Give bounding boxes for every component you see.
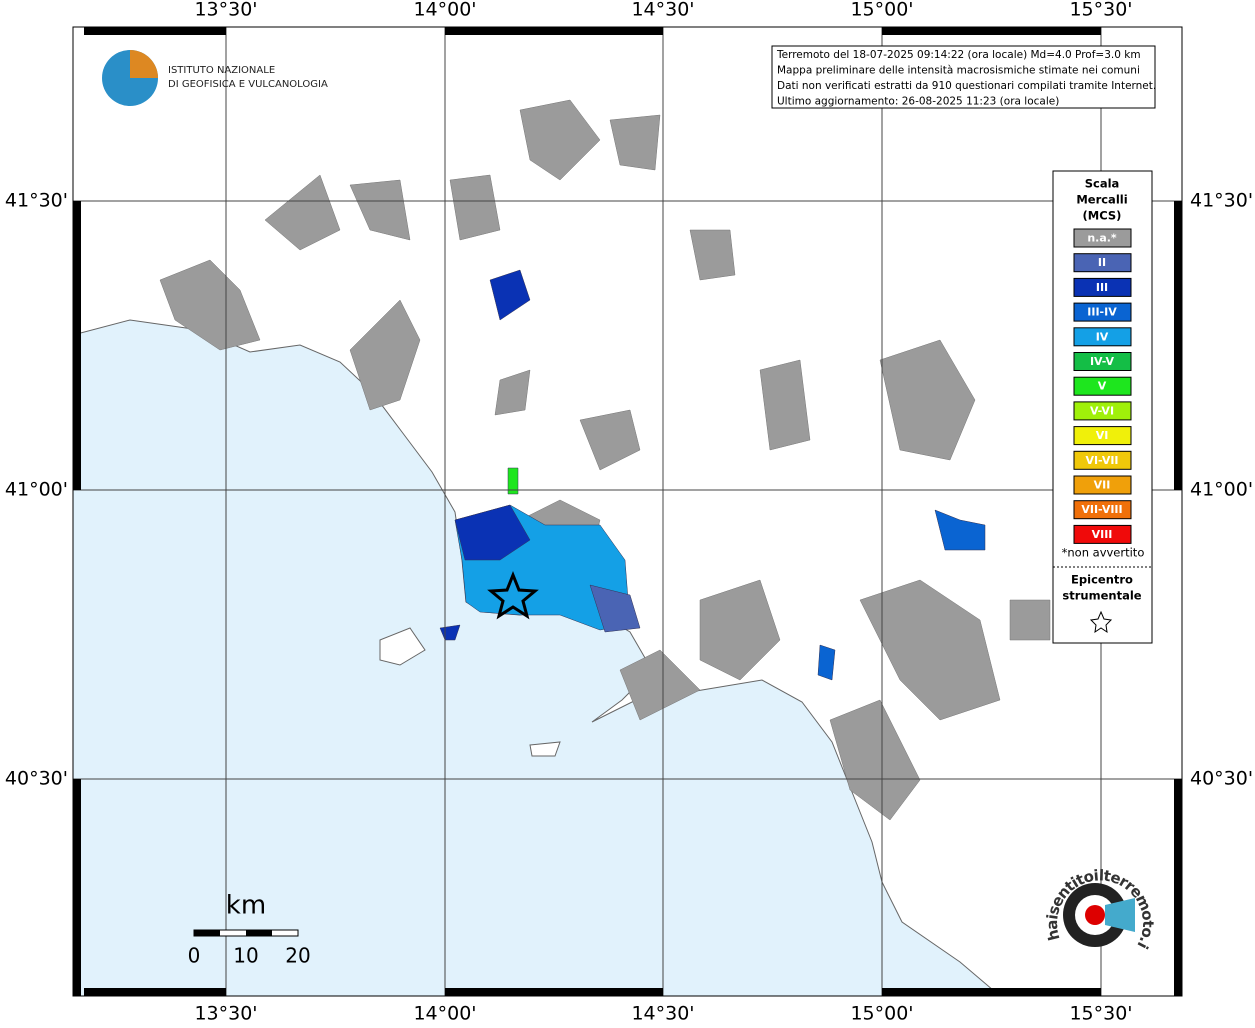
legend-swatch xyxy=(1073,277,1132,297)
ingv-logo-slice xyxy=(130,50,158,78)
lon-label: 14°00' xyxy=(413,0,476,21)
scale-tick: 0 xyxy=(188,944,201,968)
legend-note: *non avvertito xyxy=(1062,546,1145,560)
lat-label: 40°30' xyxy=(5,768,68,790)
legend-star xyxy=(1089,610,1113,634)
not-assigned-areas xyxy=(159,99,1051,821)
legend-title: (MCS) xyxy=(1083,209,1122,223)
lat-label: 41°30' xyxy=(5,190,68,212)
legend-swatch xyxy=(1073,253,1132,273)
legend-title: Scala xyxy=(1085,177,1120,191)
lon-label: 13°30' xyxy=(194,0,257,21)
legend-swatch xyxy=(1073,352,1132,371)
legend-swatch xyxy=(1073,376,1132,396)
legend-label: VI-VII xyxy=(1085,454,1118,467)
info-line: Ultimo aggiornamento: 26-08-2025 11:23 (… xyxy=(777,96,1059,108)
legend-swatch xyxy=(1073,302,1132,322)
info-line: Dati non verificati estratti da 910 ques… xyxy=(777,80,1156,92)
legend-swatch xyxy=(1073,475,1132,495)
legend-swatch xyxy=(1073,426,1132,446)
lat-label: 41°00' xyxy=(1190,479,1253,501)
frame-ticks xyxy=(73,27,1182,996)
epicenter xyxy=(487,570,539,620)
legend-label: III xyxy=(1096,281,1108,294)
scale-tick: 10 xyxy=(233,944,258,968)
info-line: Terremoto del 18-07-2025 09:14:22 (ora l… xyxy=(776,49,1141,61)
legend-label: V xyxy=(1098,380,1107,393)
legend-label: IV xyxy=(1096,330,1109,343)
lat-label: 41°00' xyxy=(5,479,68,501)
legend-label: II xyxy=(1098,256,1106,269)
logo-text: ISTITUTO NAZIONALE xyxy=(168,65,275,76)
legend-swatch xyxy=(1073,228,1132,248)
legend-label: V-VI xyxy=(1090,404,1114,417)
lon-label: 15°30' xyxy=(1069,1003,1132,1025)
island xyxy=(379,627,426,666)
legend-title: Mercalli xyxy=(1076,193,1127,207)
lon-label: 15°30' xyxy=(1069,0,1132,21)
scale-bar xyxy=(193,929,299,937)
island xyxy=(529,741,561,757)
logo-text: DI GEOFISICA E VULCANOLOGIA xyxy=(168,79,328,90)
legend-swatch xyxy=(1073,450,1132,470)
scale-unit: km xyxy=(226,891,266,921)
legend-label: IV-V xyxy=(1090,355,1115,368)
lon-label: 14°30' xyxy=(631,1003,694,1025)
legend-swatch xyxy=(1073,401,1132,421)
lon-label: 13°30' xyxy=(194,1003,257,1025)
scale-tick: 20 xyxy=(285,944,310,968)
lon-label: 15°00' xyxy=(850,1003,913,1025)
legend-epicenter: strumentale xyxy=(1062,589,1141,603)
legend-swatch xyxy=(1073,327,1132,347)
lat-label: 40°30' xyxy=(1190,768,1253,790)
legend-epicenter: Epicentro xyxy=(1071,573,1133,587)
lat-label: 41°30' xyxy=(1190,190,1253,212)
lon-label: 14°00' xyxy=(413,1003,476,1025)
info-box xyxy=(771,45,1156,109)
lon-label: 14°30' xyxy=(631,0,694,21)
legend-label: III-IV xyxy=(1087,306,1117,319)
info-line: Mappa preliminare delle intensità macros… xyxy=(777,65,1140,77)
legend-label: VI xyxy=(1096,429,1109,442)
lon-label: 15°00' xyxy=(850,0,913,21)
legend-label: VII-VIII xyxy=(1081,503,1122,516)
sea xyxy=(72,319,1002,997)
legend-label: n.a.* xyxy=(1087,232,1117,245)
legend-label: VIII xyxy=(1092,528,1113,541)
legend-swatch xyxy=(1073,524,1132,544)
legend-swatch xyxy=(1073,500,1132,520)
legend-label: VII xyxy=(1094,479,1111,492)
